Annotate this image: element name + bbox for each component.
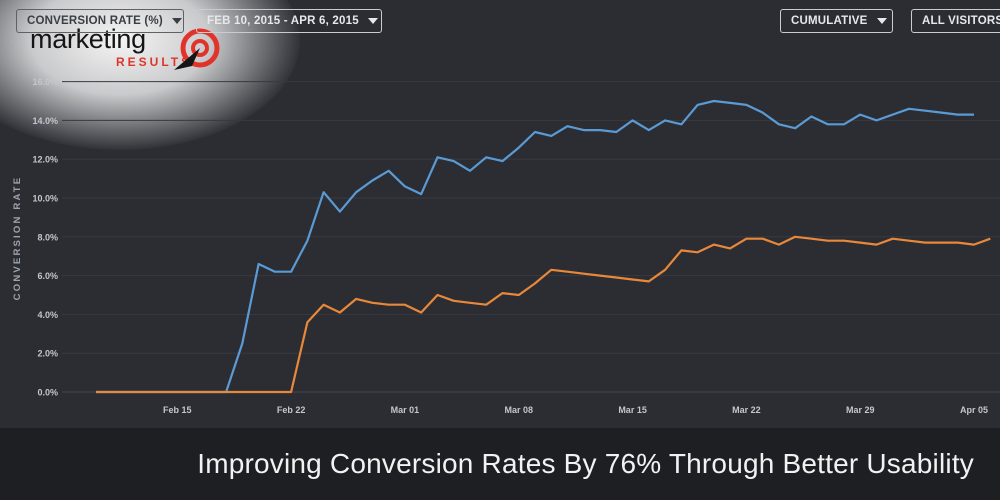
- x-tick-label: Mar 01: [391, 405, 420, 415]
- logo-subtitle: RESULTS: [116, 55, 193, 69]
- logo: marketing RESULTS: [30, 24, 230, 76]
- grid-lines: [62, 81, 1000, 393]
- segment-dropdown[interactable]: ALL VISITORS: [911, 9, 1000, 33]
- date-range-dropdown-label: FEB 10, 2015 - APR 6, 2015: [207, 15, 359, 27]
- y-tick-label: 16.0%: [32, 77, 58, 87]
- mode-dropdown[interactable]: CUMULATIVE: [780, 9, 893, 33]
- y-axis-label: CONVERSION RATE: [12, 176, 23, 301]
- y-tick-label: 2.0%: [37, 349, 58, 359]
- logo-wordmark: marketing: [30, 24, 146, 54]
- y-tick-labels: 0.0% 2.0% 4.0% 6.0% 8.0% 10.0% 12.0% 14.0% 16.0%: [32, 77, 58, 397]
- chevron-down-icon: [171, 18, 182, 24]
- caption-text: Improving Conversion Rates By 76% Throug…: [197, 448, 974, 479]
- segment-dropdown-label: ALL VISITORS: [922, 15, 1000, 27]
- date-range-dropdown[interactable]: FEB 10, 2015 - APR 6, 2015: [196, 9, 382, 33]
- x-tick-label: Feb 22: [277, 405, 306, 415]
- chart-panel: 0.0% 2.0% 4.0% 6.0% 8.0% 10.0% 12.0% 14.0% 16.0%…: [0, 0, 1000, 428]
- series-lines: [96, 99, 991, 394]
- y-tick-label: 12.0%: [32, 155, 58, 165]
- chevron-down-icon: [367, 18, 378, 24]
- y-tick-label: 14.0%: [32, 116, 58, 126]
- y-tick-label: 6.0%: [37, 271, 58, 281]
- y-tick-label: 0.0%: [37, 388, 58, 398]
- y-tick-label: 4.0%: [37, 310, 58, 320]
- chevron-down-icon: [876, 18, 887, 24]
- caption-banner: Improving Conversion Rates By 76% Throug…: [0, 428, 1000, 500]
- x-tick-label: Apr 05: [960, 405, 988, 415]
- x-tick-labels: Feb 15 Feb 22 Mar 01 Mar 08 Mar 15 Mar 22 Mar …: [163, 405, 988, 415]
- x-tick-label: Mar 29: [846, 405, 875, 415]
- y-tick-label: 10.0%: [32, 194, 58, 204]
- metric-dropdown-label: CONVERSION RATE (%): [27, 15, 163, 27]
- target-arrow-icon: [174, 28, 220, 70]
- x-tick-label: Mar 15: [618, 405, 647, 415]
- x-tick-label: Feb 15: [163, 405, 192, 415]
- series-line-2: [96, 235, 991, 394]
- conversion-rate-chart: 0.0% 2.0% 4.0% 6.0% 8.0% 10.0% 12.0% 14.0% 16.0%…: [12, 77, 1000, 415]
- x-tick-label: Mar 08: [504, 405, 533, 415]
- y-tick-label: 8.0%: [37, 232, 58, 242]
- mode-dropdown-label: CUMULATIVE: [791, 15, 868, 27]
- series-line-1: [96, 99, 974, 394]
- x-tick-label: Mar 22: [732, 405, 761, 415]
- metric-dropdown[interactable]: CONVERSION RATE (%): [16, 9, 184, 33]
